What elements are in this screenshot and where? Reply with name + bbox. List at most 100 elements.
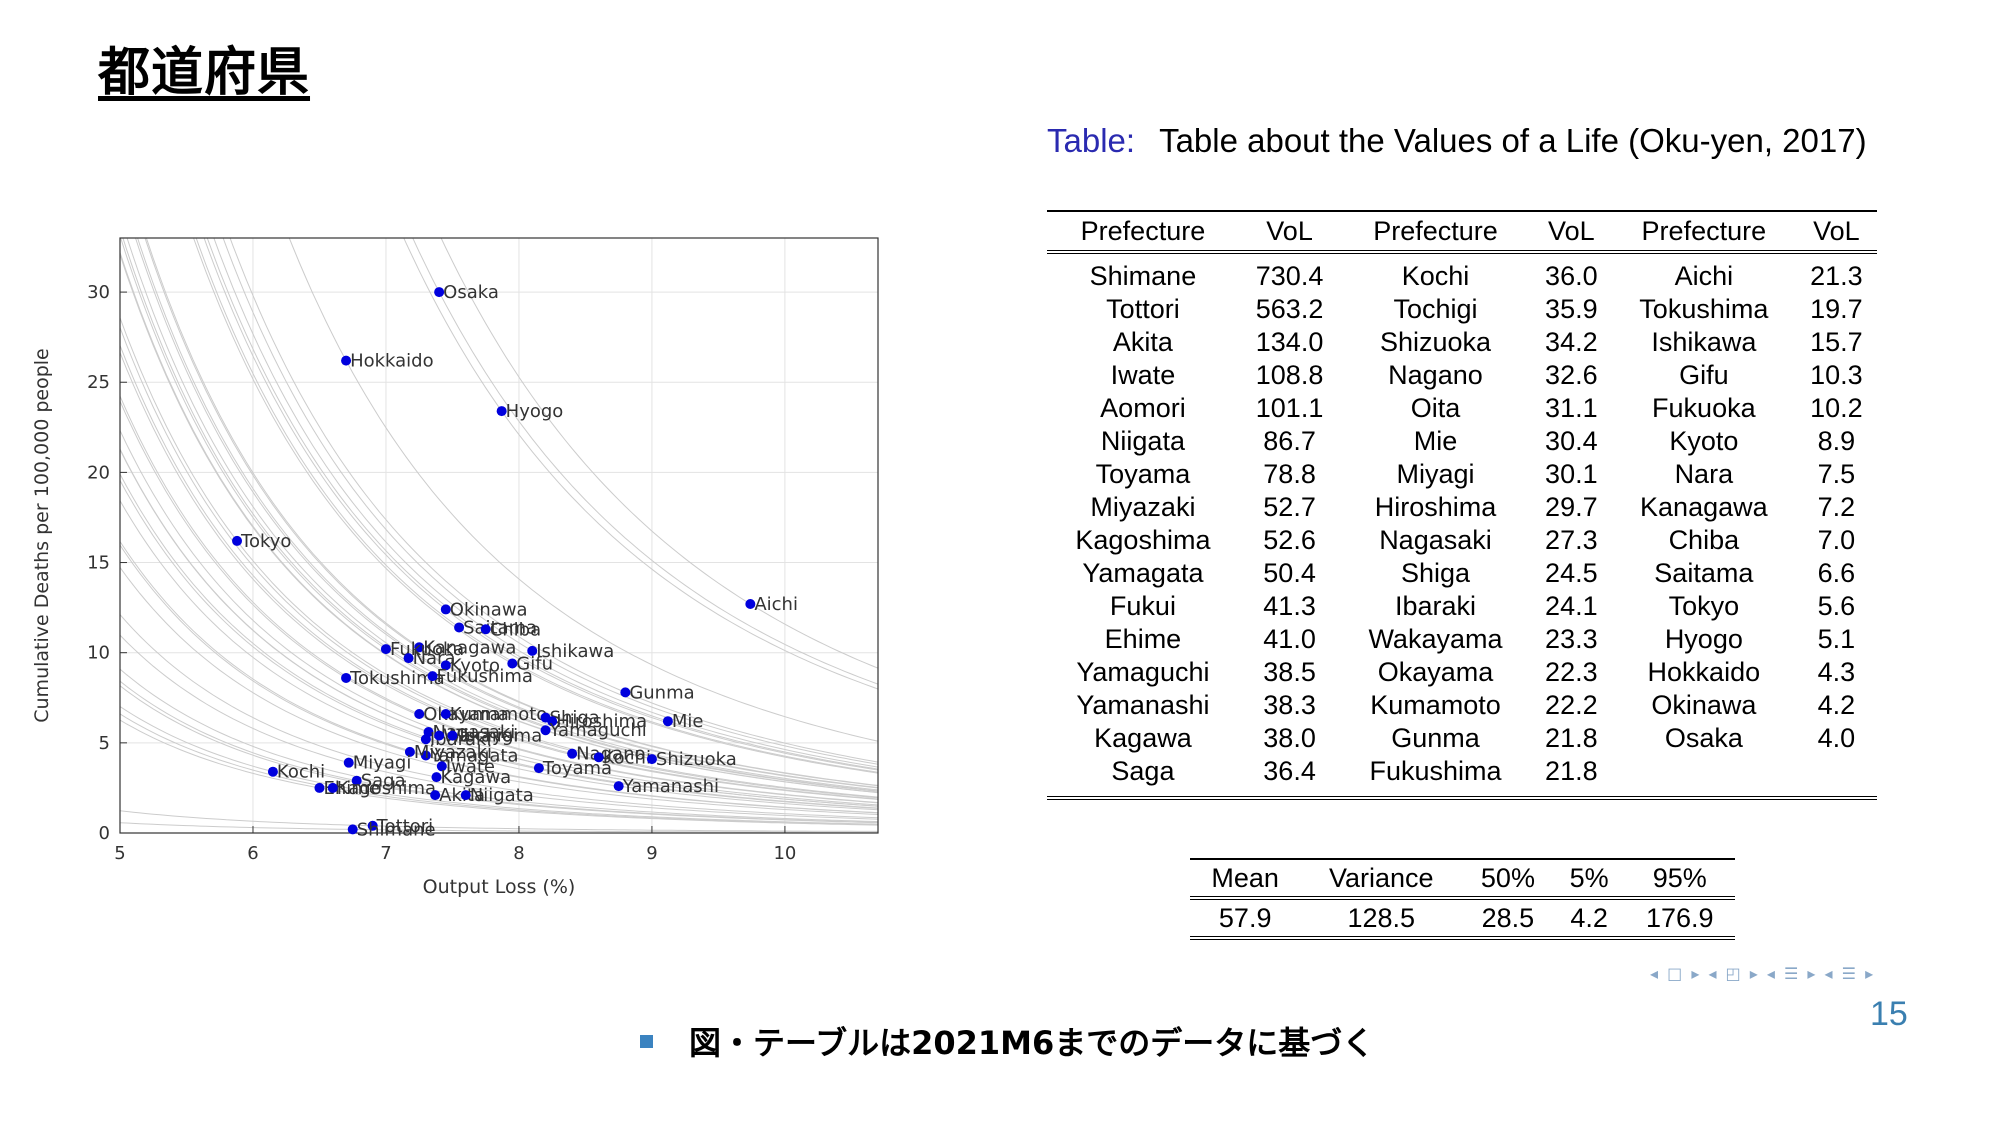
vol-cell: 24.5 xyxy=(1545,558,1598,588)
data-point xyxy=(460,790,471,801)
vol-table-row: Akita 134.0 Shizuoka 34.2 Ishikawa 15.7 xyxy=(1047,326,1877,359)
point-label: Iwate xyxy=(446,756,495,777)
prefecture-cell: Kagawa xyxy=(1094,723,1192,753)
prefecture-cell: Shimane xyxy=(1089,261,1197,291)
table-caption: Table: Table about the Values of a Life (… xyxy=(1047,122,1867,160)
indifference-curve xyxy=(120,634,878,820)
prefecture-cell: Osaka xyxy=(1664,723,1743,753)
point-label: Yamagata xyxy=(429,745,519,766)
page-number: 15 xyxy=(1870,995,1908,1033)
point-label: Kagoshima xyxy=(337,778,436,799)
prefecture-cell: Nara xyxy=(1674,459,1734,489)
data-point xyxy=(427,671,438,682)
prefecture-cell: Chiba xyxy=(1668,525,1740,555)
x-tick-label: 10 xyxy=(773,843,796,864)
data-point xyxy=(341,672,352,683)
indifference-curve xyxy=(120,430,878,806)
x-tick-label: 7 xyxy=(380,843,391,864)
indifference-curve xyxy=(120,395,878,803)
point-label: Shiga xyxy=(550,708,600,729)
prefecture-cell: Shiga xyxy=(1400,558,1470,588)
prefecture-cell: Hiroshima xyxy=(1374,492,1497,522)
vol-cell: 5.6 xyxy=(1817,591,1856,621)
vol-table-row: Yamagata 50.4 Shiga 24.5 Saitama 6.6 xyxy=(1047,557,1877,590)
point-label: Yamanashi xyxy=(622,776,719,797)
prefecture-cell: Tochigi xyxy=(1393,294,1478,324)
indifference-curve xyxy=(120,500,878,811)
data-point xyxy=(662,716,673,727)
point-label: Kyoto xyxy=(450,655,500,676)
data-point xyxy=(431,772,442,783)
point-label: Hyogo xyxy=(506,401,564,422)
vol-cell: 34.2 xyxy=(1545,327,1598,357)
y-tick-label: 5 xyxy=(99,733,110,754)
vol-cell: 23.3 xyxy=(1545,624,1598,654)
prefecture-cell: Ehime xyxy=(1104,624,1182,654)
vol-cell: 38.0 xyxy=(1263,723,1316,753)
vol-cell: 41.0 xyxy=(1263,624,1316,654)
data-point xyxy=(496,406,507,417)
data-point xyxy=(567,748,578,759)
indifference-curve xyxy=(120,473,878,809)
data-point xyxy=(547,716,558,727)
vol-cell: 4.3 xyxy=(1817,657,1856,687)
vol-cell: 134.0 xyxy=(1255,327,1324,357)
prefecture-cell: Hokkaido xyxy=(1647,657,1761,687)
data-point xyxy=(440,604,451,615)
vol-cell: 10.2 xyxy=(1810,393,1863,423)
vol-cell: 27.3 xyxy=(1545,525,1598,555)
stats-header: Mean xyxy=(1211,862,1279,893)
indifference-curve xyxy=(120,480,878,809)
vol-cell: 31.1 xyxy=(1545,393,1598,423)
y-tick-label: 20 xyxy=(87,462,110,483)
point-label: Kochi xyxy=(277,762,325,783)
data-point xyxy=(367,820,378,831)
prefecture-cell: Wakayama xyxy=(1368,624,1503,654)
point-label: Ishikawa xyxy=(536,641,614,662)
vol-cell: 4.2 xyxy=(1817,690,1856,720)
vol-cell: 6.6 xyxy=(1817,558,1856,588)
indifference-curve xyxy=(193,238,878,774)
data-point xyxy=(314,782,325,793)
point-label: Fukushima xyxy=(437,666,533,687)
indifference-curve xyxy=(134,238,878,789)
vol-cell xyxy=(1796,755,1877,798)
vol-table-header: Prefecture xyxy=(1080,215,1206,246)
point-label: Tokushima xyxy=(349,668,445,689)
point-label: Shimane xyxy=(357,819,436,840)
data-point xyxy=(745,599,756,610)
prefecture-cell: Nagasaki xyxy=(1379,525,1492,555)
prefecture-cell: Tokyo xyxy=(1668,591,1740,621)
data-point xyxy=(447,730,458,741)
prefecture-cell: Niigata xyxy=(1100,426,1185,456)
prefecture-cell: Oita xyxy=(1410,393,1461,423)
vol-cell: 22.2 xyxy=(1545,690,1598,720)
data-point xyxy=(613,781,624,792)
vol-table-row: Iwate 108.8 Nagano 32.6 Gifu 10.3 xyxy=(1047,359,1877,392)
indifference-curve xyxy=(195,238,878,773)
point-label: Yamaguchi xyxy=(549,720,647,741)
vol-table-header: VoL xyxy=(1548,215,1595,246)
vol-table-header: VoL xyxy=(1266,215,1313,246)
prefecture-cell: Aichi xyxy=(1674,261,1734,291)
vol-cell: 19.7 xyxy=(1810,294,1863,324)
prefecture-cell: Kumamoto xyxy=(1370,690,1501,720)
indifference-curve xyxy=(120,345,878,800)
vol-cell: 7.0 xyxy=(1817,525,1856,555)
prefecture-cell: Gifu xyxy=(1679,360,1729,390)
prefecture-cell: Nagano xyxy=(1388,360,1483,390)
prefecture-cell: Mie xyxy=(1413,426,1458,456)
prefecture-cell: Miyazaki xyxy=(1090,492,1196,522)
vol-table-row: Fukui 41.3 Ibaraki 24.1 Tokyo 5.6 xyxy=(1047,590,1877,623)
indifference-curve xyxy=(120,254,878,794)
data-point xyxy=(414,642,425,653)
prefecture-cell: Yamaguchi xyxy=(1076,657,1210,687)
indifference-curve xyxy=(120,810,878,832)
indifference-curve xyxy=(122,238,878,792)
indifference-curve xyxy=(229,238,878,763)
prefecture-cell: Tottori xyxy=(1106,294,1180,324)
point-label: Tochigi xyxy=(455,726,518,747)
beamer-navigation-icons[interactable]: ◂ □ ▸ ◂ ◰ ▸ ◂ ☰ ▸ ◂ ☰ ▸ xyxy=(1650,964,1876,983)
point-label: Miyagi xyxy=(353,753,412,774)
